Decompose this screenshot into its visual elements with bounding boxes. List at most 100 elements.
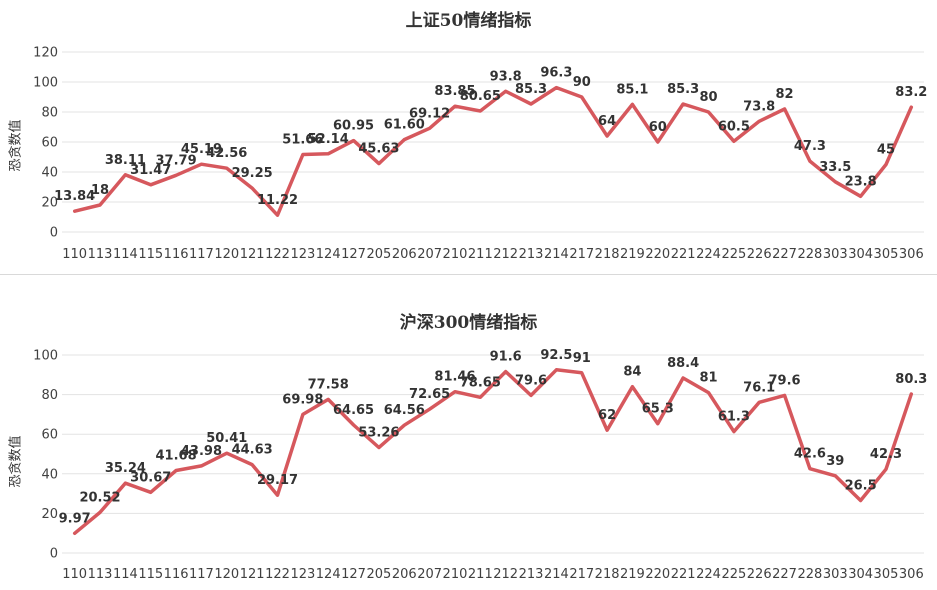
x-tick-label: 207 <box>417 567 442 582</box>
data-label: 47.3 <box>794 139 826 154</box>
data-point <box>326 397 330 401</box>
data-label: 60.5 <box>718 119 750 134</box>
data-label: 43.98 <box>181 444 222 459</box>
x-tick-label: 127 <box>341 567 366 582</box>
chart-divider <box>0 274 937 275</box>
x-tick-label: 206 <box>392 247 417 262</box>
data-label: 51.66 <box>282 133 323 148</box>
chart-title: 上证50情绪指标 <box>405 11 532 31</box>
x-tick-label: 123 <box>290 567 315 582</box>
data-label: 29.25 <box>232 166 273 181</box>
data-point <box>580 371 584 375</box>
data-point <box>478 395 482 399</box>
x-tick-label: 110 <box>62 247 87 262</box>
data-label: 50.41 <box>206 431 247 446</box>
x-tick-label: 113 <box>88 567 113 582</box>
x-tick-label: 228 <box>797 247 822 262</box>
x-tick-label: 219 <box>620 247 645 262</box>
data-label: 38.11 <box>105 153 146 168</box>
data-label: 29.17 <box>257 473 298 488</box>
x-tick-label: 227 <box>772 567 797 582</box>
data-point <box>859 194 863 198</box>
x-tick-label: 210 <box>443 567 468 582</box>
data-label: 61.3 <box>718 410 750 425</box>
x-tick-label: 110 <box>62 567 87 582</box>
y-tick-label: 20 <box>41 507 58 522</box>
data-point <box>808 467 812 471</box>
data-label: 85.3 <box>667 82 699 97</box>
x-tick-label: 305 <box>874 567 899 582</box>
data-label: 60 <box>649 120 667 135</box>
x-tick-label: 120 <box>214 567 239 582</box>
data-point <box>352 423 356 427</box>
x-tick-label: 212 <box>493 247 518 262</box>
data-point <box>149 490 153 494</box>
series-line <box>72 368 914 536</box>
data-label: 72.65 <box>409 387 450 402</box>
x-tick-label: 217 <box>569 247 594 262</box>
data-label: 64 <box>598 114 616 129</box>
data-label: 82 <box>776 87 794 102</box>
data-point <box>681 376 685 380</box>
data-label: 13.84 <box>54 189 95 204</box>
x-tick-label: 120 <box>214 247 239 262</box>
y-tick-label: 60 <box>41 136 58 151</box>
x-tick-label: 116 <box>164 567 189 582</box>
x-tick-label: 214 <box>544 567 569 582</box>
data-point <box>909 392 913 396</box>
data-label: 64.65 <box>333 403 374 418</box>
data-label: 92.5 <box>540 348 572 363</box>
chart-title: 沪深300情绪指标 <box>399 313 538 333</box>
data-point <box>250 186 254 190</box>
data-label: 79.6 <box>515 373 547 388</box>
x-tick-label: 124 <box>316 567 341 582</box>
x-tick-label: 117 <box>189 247 214 262</box>
data-point <box>630 102 634 106</box>
data-point <box>529 102 533 106</box>
series-line <box>72 85 914 217</box>
data-label: 85.3 <box>515 82 547 97</box>
x-tick-label: 224 <box>696 567 721 582</box>
data-label: 83.85 <box>434 84 475 99</box>
data-point <box>757 400 761 404</box>
x-tick-label: 116 <box>164 247 189 262</box>
data-label: 42.6 <box>794 447 826 462</box>
data-point <box>225 451 229 455</box>
data-point <box>428 126 432 130</box>
data-point <box>402 138 406 142</box>
data-point <box>732 139 736 143</box>
data-label: 93.8 <box>490 69 522 84</box>
data-point <box>453 104 457 108</box>
x-tick-label: 303 <box>823 247 848 262</box>
data-label: 35.24 <box>105 461 146 476</box>
y-tick-label: 0 <box>50 547 58 562</box>
data-label: 42.3 <box>870 447 902 462</box>
x-tick-label: 117 <box>189 567 214 582</box>
data-point <box>808 159 812 163</box>
x-tick-label: 305 <box>874 247 899 262</box>
data-point <box>478 109 482 113</box>
x-tick-label: 225 <box>721 567 746 582</box>
data-point <box>98 203 102 207</box>
data-point <box>174 468 178 472</box>
data-label: 44.63 <box>232 443 273 458</box>
data-label: 23.8 <box>845 174 877 189</box>
data-label: 26.5 <box>845 479 877 494</box>
data-label: 80.3 <box>895 372 927 387</box>
x-tick-label: 228 <box>797 567 822 582</box>
data-point <box>656 422 660 426</box>
data-point <box>377 162 381 166</box>
data-point <box>554 86 558 90</box>
x-tick-label: 113 <box>88 247 113 262</box>
x-tick-label: 221 <box>671 567 696 582</box>
y-tick-label: 20 <box>41 196 58 211</box>
data-label: 80.65 <box>460 89 501 104</box>
data-label: 65.3 <box>642 402 674 417</box>
data-point <box>605 428 609 432</box>
x-tick-label: 306 <box>899 567 924 582</box>
data-point <box>276 213 280 217</box>
data-point <box>301 412 305 416</box>
data-label: 80 <box>699 90 717 105</box>
data-label: 41.68 <box>156 448 197 463</box>
